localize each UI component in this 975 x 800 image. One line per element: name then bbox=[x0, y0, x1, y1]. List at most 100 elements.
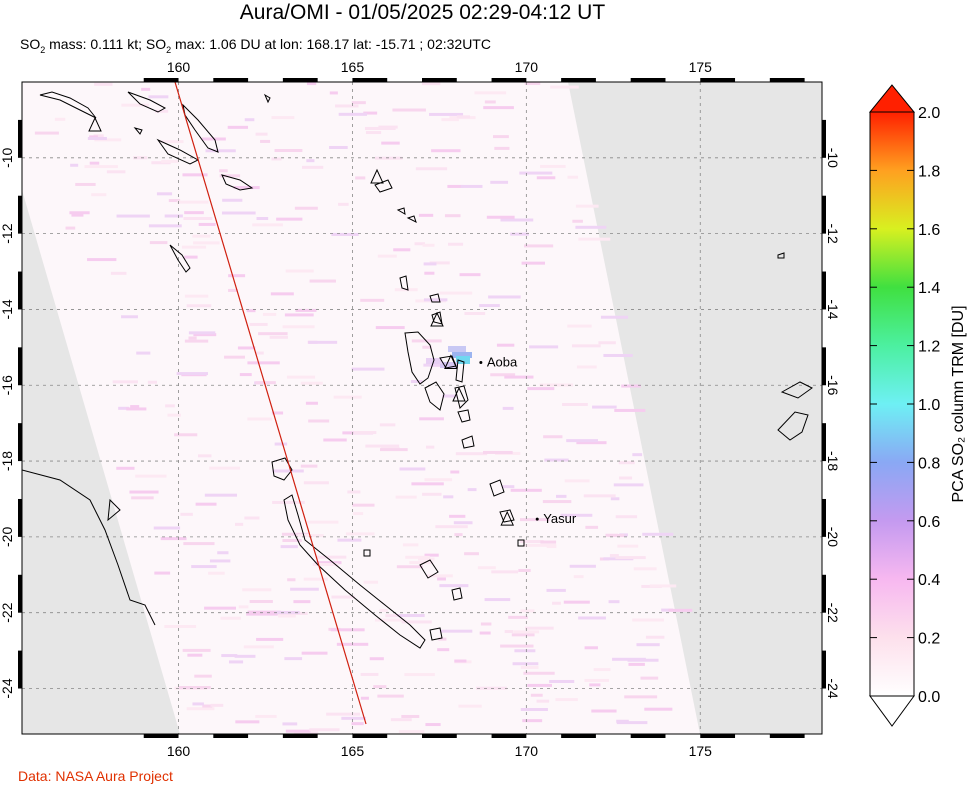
so2-pixel bbox=[464, 311, 486, 315]
so2-pixel bbox=[616, 719, 629, 723]
so2-pixel bbox=[401, 620, 432, 624]
so2-pixel bbox=[447, 184, 464, 188]
so2-pixel bbox=[544, 458, 569, 462]
so2-pixel bbox=[422, 243, 435, 247]
so2-pixel bbox=[578, 616, 606, 620]
so2-pixel bbox=[165, 404, 175, 408]
so2-pixel bbox=[116, 466, 135, 470]
so2-pixel bbox=[285, 729, 311, 733]
frame-tick-bottom bbox=[422, 734, 457, 738]
so2-pixel bbox=[593, 668, 611, 672]
map-plot-area: Aoba Yasur bbox=[22, 82, 822, 734]
so2-pixel bbox=[89, 135, 98, 139]
so2-pixel bbox=[235, 522, 244, 526]
so2-pixel bbox=[644, 707, 673, 711]
coast-solomons-5 bbox=[221, 174, 254, 191]
so2-pixel bbox=[65, 226, 76, 230]
so2-pixel bbox=[221, 654, 238, 658]
so2-pixel bbox=[184, 211, 204, 215]
frame-tick-right bbox=[822, 574, 826, 613]
lat-tick-left: -10 bbox=[0, 147, 15, 167]
so2-pixel bbox=[479, 304, 500, 308]
colorbar-tick-label: 2.0 bbox=[918, 105, 940, 122]
frame-tick-bottom bbox=[561, 734, 596, 738]
frame-tick-right bbox=[822, 271, 826, 310]
so2-pixel bbox=[464, 552, 479, 556]
so2-pixel bbox=[584, 678, 610, 682]
so2-pixel bbox=[573, 575, 584, 579]
so2-pixel bbox=[458, 704, 482, 708]
frame-tick-left bbox=[18, 574, 22, 613]
so2-pixel bbox=[552, 601, 561, 605]
volcano-dot bbox=[479, 361, 483, 365]
so2-pixel bbox=[148, 95, 169, 99]
so2-pixel bbox=[591, 709, 617, 713]
so2-pixel bbox=[512, 662, 539, 666]
so2-pixel bbox=[619, 476, 633, 480]
frame-tick-bottom bbox=[352, 734, 388, 738]
volcano-label-aoba: Aoba bbox=[487, 355, 518, 370]
so2-pixel bbox=[191, 565, 217, 569]
so2-pixel bbox=[184, 255, 198, 259]
so2-pixel bbox=[529, 345, 559, 349]
frame-tick-right bbox=[822, 119, 826, 158]
so2-pixel bbox=[333, 395, 362, 399]
so2-pixel bbox=[615, 515, 638, 519]
so2-pixel bbox=[442, 394, 458, 398]
so2-pixel bbox=[247, 417, 273, 421]
data-credit: Data: NASA Aura Project bbox=[18, 768, 173, 784]
so2-pixel bbox=[180, 512, 193, 516]
so2-pixel bbox=[130, 405, 140, 409]
so2-pixel bbox=[247, 610, 281, 614]
lat-tick-left: -24 bbox=[0, 678, 15, 698]
so2-pixel bbox=[160, 537, 187, 541]
so2-pixel bbox=[608, 534, 625, 538]
so2-pixel bbox=[421, 82, 441, 86]
so2-pixel bbox=[633, 567, 657, 571]
so2-pixel bbox=[246, 309, 256, 313]
so2-pixel bbox=[148, 224, 182, 228]
so2-pixel bbox=[287, 578, 296, 582]
so2-pixel bbox=[427, 574, 453, 578]
so2-pixel bbox=[609, 554, 619, 558]
lon-tick-top: 165 bbox=[341, 59, 365, 75]
so2-pixel bbox=[210, 703, 224, 707]
so2-pixel bbox=[186, 304, 212, 308]
so2-pixel bbox=[491, 570, 519, 574]
so2-pixel bbox=[474, 91, 507, 95]
lon-tick-top: 175 bbox=[689, 59, 713, 75]
so2-pixel bbox=[184, 294, 209, 298]
so2-pixel bbox=[600, 315, 629, 319]
so2-pixel bbox=[209, 466, 241, 470]
so2-pixel bbox=[375, 326, 405, 330]
so2-pixel bbox=[377, 254, 397, 258]
so2-pixel bbox=[271, 116, 295, 120]
so2-pixel bbox=[161, 159, 179, 163]
so2-pixel bbox=[603, 353, 633, 357]
so2-pixel bbox=[270, 292, 294, 296]
so2-pixel bbox=[616, 721, 648, 725]
so2-pixel bbox=[94, 138, 122, 142]
lon-tick-top: 170 bbox=[515, 59, 539, 75]
so2-pixel bbox=[536, 699, 550, 703]
so2-pixel bbox=[610, 497, 620, 501]
so2-pixel bbox=[258, 332, 288, 336]
coast-solomons-4 bbox=[156, 138, 200, 165]
volcano-triangle-icon bbox=[444, 354, 458, 370]
colorbar-tick-label: 0.6 bbox=[918, 514, 940, 531]
so2-pixel bbox=[379, 608, 388, 612]
subtitle-so: SO bbox=[20, 36, 41, 52]
coast-aneityum bbox=[517, 539, 525, 547]
so2-pixel bbox=[282, 538, 302, 542]
so2-pixel bbox=[519, 518, 550, 522]
so2-pixels bbox=[34, 82, 693, 734]
so2-pixel bbox=[460, 184, 483, 188]
so2-pixel bbox=[246, 612, 278, 616]
so2-pixel bbox=[306, 159, 315, 163]
so2-pixel bbox=[244, 118, 255, 122]
so2-pixel bbox=[94, 82, 113, 86]
so2-pixel bbox=[618, 461, 635, 465]
so2-pixel bbox=[260, 139, 271, 143]
so2-pixel bbox=[183, 217, 213, 221]
so2-pixel bbox=[69, 211, 90, 215]
